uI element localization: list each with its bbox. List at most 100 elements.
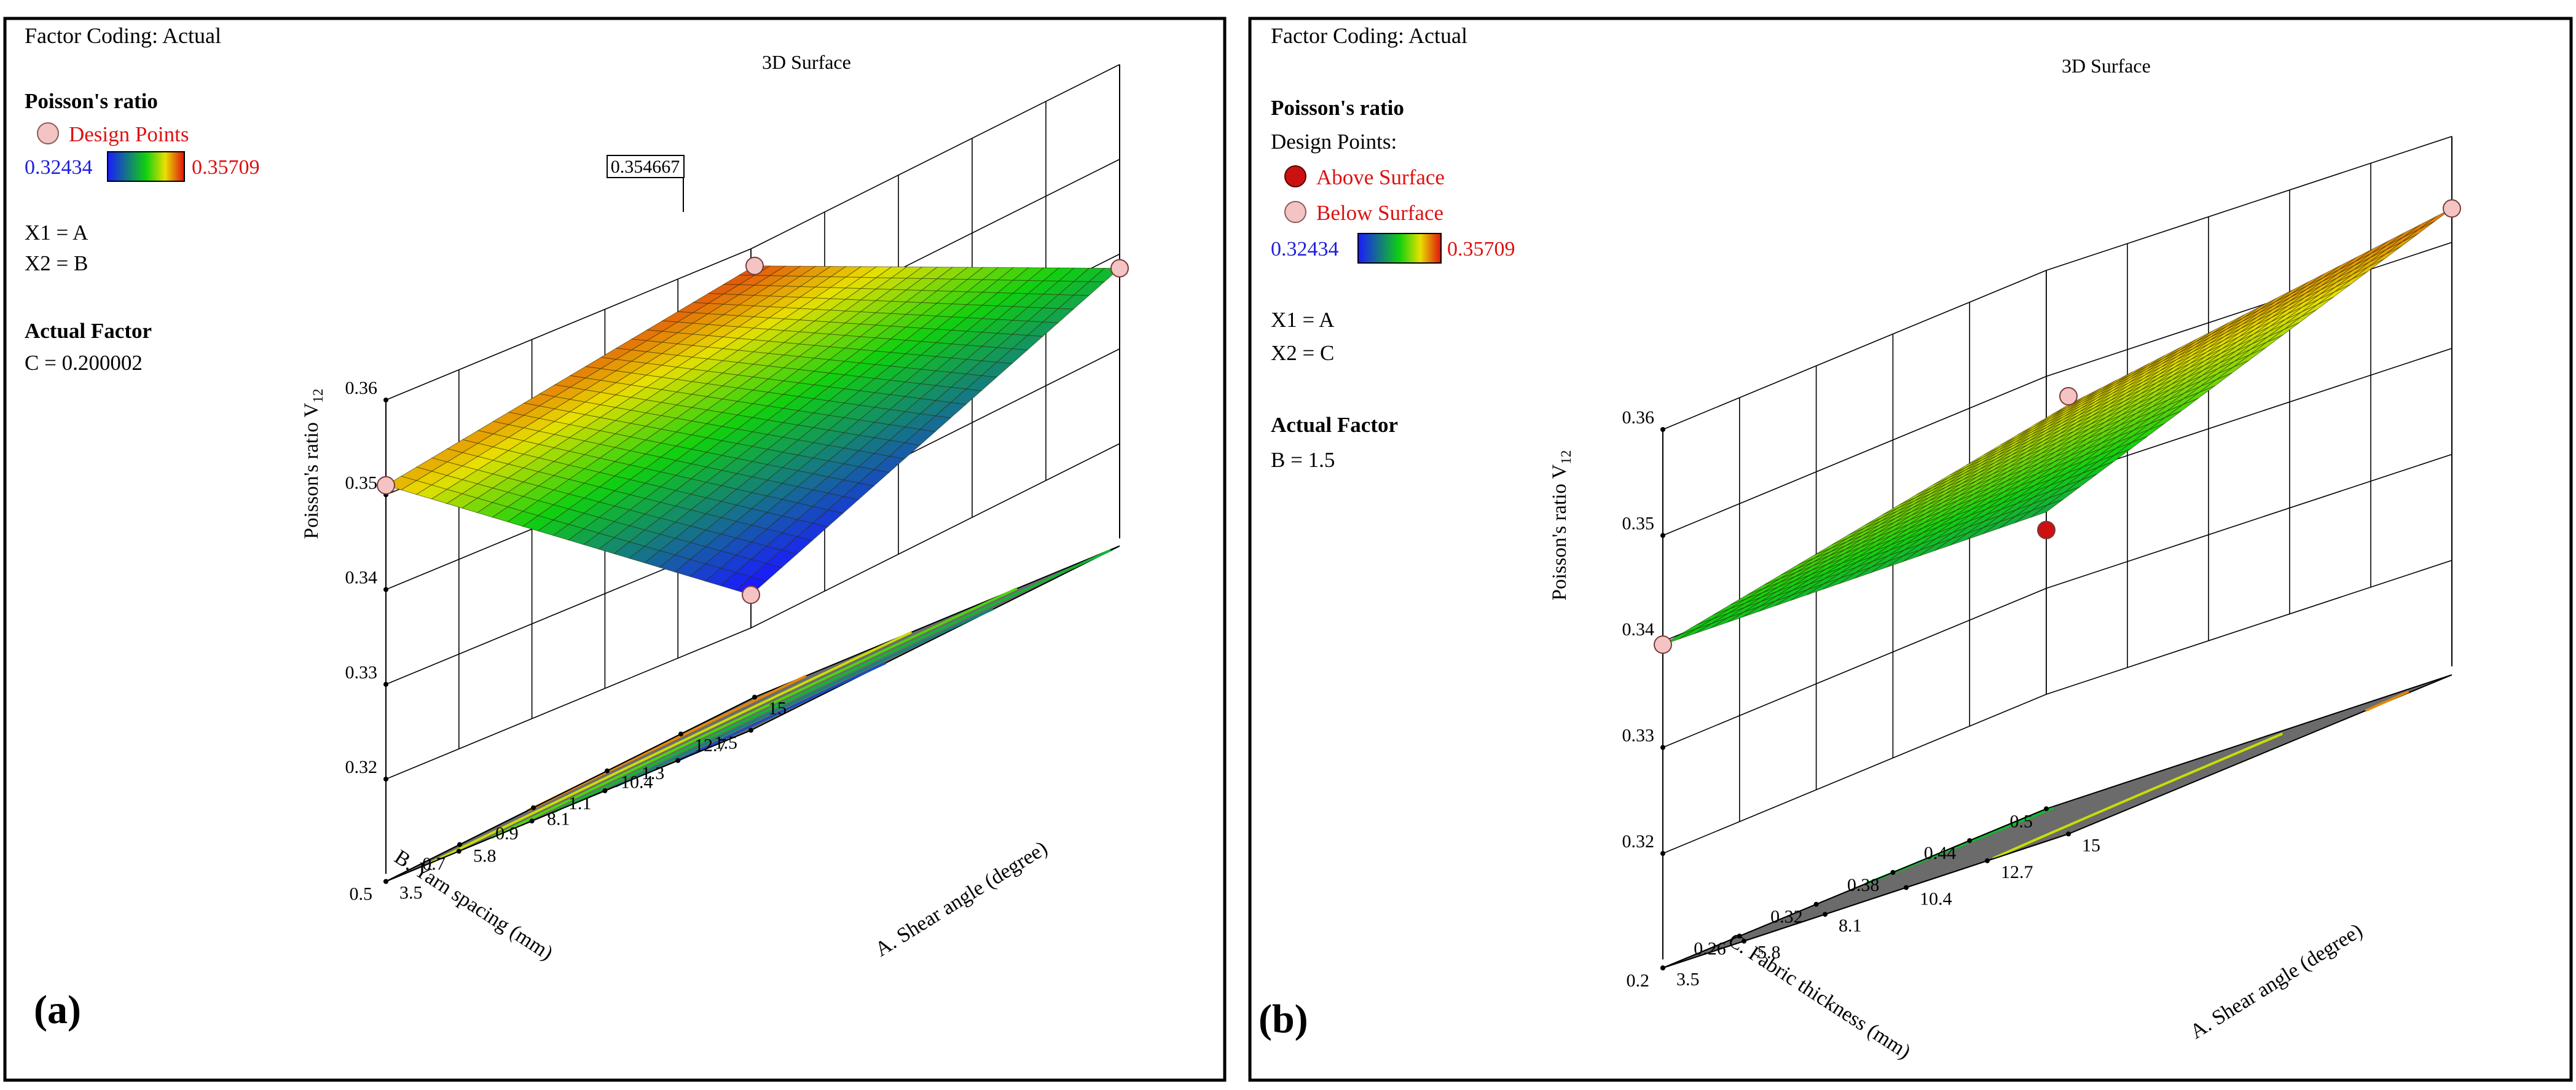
y-tick-dot	[1813, 901, 1819, 907]
z-tick-dot	[1660, 533, 1665, 538]
panel-b-response: Poisson's ratio	[1271, 96, 1404, 120]
design-point	[1654, 635, 1672, 654]
z-tick-label: 0.36	[1622, 407, 1655, 428]
x-tick-label: 12.7	[694, 735, 727, 756]
x-axis-line	[1662, 833, 2069, 969]
contour-line	[428, 630, 913, 865]
panel-a-x-axis-label: A. Shear angle (degree)	[871, 837, 1051, 961]
contour-line	[1992, 732, 2283, 860]
grid-line	[2046, 453, 2452, 589]
grid-line	[385, 248, 752, 401]
panel-a-design-point-marker	[37, 122, 59, 144]
panel-b-axes-marks: 0.32 0.33 0.34 0.35 0.36 3.5 5.8 8.1 10.4 12.7 15 0…	[1622, 199, 2461, 990]
x-tick-dot	[678, 731, 683, 737]
panel-a-scale-min: 0.32434	[25, 156, 93, 179]
panel-a-actual-factor-heading: Actual Factor	[25, 319, 152, 343]
x-tick-label: 5.8	[1757, 943, 1781, 963]
panel-a-factor-coding: Factor Coding: Actual	[25, 23, 221, 48]
x-tick-label: 10.4	[621, 772, 653, 793]
y-tick-label: 0.2	[1627, 970, 1650, 990]
panel-b-x-axis-label: A. Shear angle (degree)	[2186, 919, 2366, 1043]
panel-a-x1: X1 = A	[25, 221, 88, 245]
panel-a-response: Poisson's ratio	[25, 89, 158, 113]
panel-b-actual-factor-heading: Actual Factor	[1271, 413, 1398, 437]
panel-b: Factor Coding: Actual 3D Surface Poisson…	[1248, 17, 2573, 1082]
y-tick-dot	[529, 818, 535, 824]
panel-b-above-surface-marker	[1284, 165, 1306, 187]
panel-b-above-surface-label: Above Surface	[1316, 165, 1445, 189]
y-tick-label: 0.44	[1924, 843, 1957, 863]
x-tick-label: 10.4	[1920, 889, 1952, 909]
x-tick-dot	[1823, 912, 1828, 917]
x-axis-line	[385, 696, 755, 882]
x-tick-dot	[1985, 858, 1990, 863]
z-tick-dot	[1660, 851, 1665, 856]
panel-b-y-axis-label: C. Fabric thickness (mm)	[1724, 929, 1915, 1064]
z-tick-label: 0.32	[1622, 831, 1655, 852]
design-point	[377, 476, 395, 495]
x-tick-label: 3.5	[1676, 969, 1700, 989]
grid-line	[750, 443, 1120, 629]
contour-line	[615, 608, 994, 788]
x-tick-label: 15	[2082, 835, 2100, 855]
y-axis-line	[1662, 808, 2047, 969]
panel-b-color-scale	[1357, 233, 1442, 264]
panel-b-below-surface-label: Below Surface	[1316, 201, 1443, 225]
z-tick-dot	[383, 777, 388, 782]
y-tick-label: 0.38	[1847, 875, 1880, 895]
x-tick-label: 8.1	[547, 809, 570, 829]
panel-a-axes-marks: 0.32 0.33 0.34 0.35 0.36 3.5 5.8 8.1 10.4 12.7 15 0…	[345, 256, 1129, 904]
grid-line	[1662, 587, 2047, 748]
design-point	[2059, 386, 2078, 406]
z-tick-dot	[1660, 427, 1665, 432]
z-tick-dot	[383, 681, 388, 687]
design-point	[742, 586, 760, 605]
x-tick-dot	[1904, 885, 1909, 890]
grid-line	[2046, 241, 2452, 377]
x-tick-dot	[531, 805, 536, 810]
y-tick-label: 0.26	[1694, 939, 1726, 959]
grid-line	[750, 64, 1120, 249]
contour-line	[2365, 690, 2409, 712]
panel-b-z-axis-label: Poisson's ratio V12	[1549, 450, 1574, 601]
y-tick-dot	[456, 849, 461, 854]
grid-line	[2046, 560, 2452, 695]
y-tick-dot	[675, 758, 681, 763]
panel-a-design-points-label: Design Points	[69, 122, 189, 146]
y-tick-dot	[2044, 806, 2049, 812]
y-tick-dot	[1967, 838, 1973, 844]
panel-a-color-scale	[107, 151, 185, 182]
z-tick-label: 0.33	[345, 662, 378, 683]
panel-a-scale-max: 0.35709	[192, 156, 260, 179]
z-tick-dot	[383, 587, 388, 592]
y-axis-line	[385, 729, 752, 882]
panel-b-below-surface-marker	[1284, 201, 1306, 223]
panel-b-x1: X1 = A	[1271, 308, 1335, 332]
x-tick-dot	[457, 842, 462, 847]
x-tick-label: 3.5	[399, 883, 423, 903]
y-tick-dot	[602, 788, 608, 793]
panel-b-surface	[1662, 208, 2452, 645]
y-tick-label: 0.7	[422, 853, 446, 874]
y-tick-label: 0.9	[495, 823, 519, 844]
panel-a-z-axis-label: Poisson's ratio V12	[300, 389, 326, 539]
z-tick-label: 0.35	[1622, 514, 1655, 534]
design-point	[745, 256, 764, 275]
design-point	[2443, 199, 2461, 218]
y-tick-dot	[1660, 965, 1665, 971]
z-tick-label: 0.34	[345, 568, 378, 588]
contour-line	[552, 549, 1112, 814]
panel-b-design-points-heading: Design Points:	[1271, 130, 1397, 154]
design-point	[2037, 520, 2056, 539]
panel-b-surface-title: 3D Surface	[2062, 55, 2151, 77]
y-tick-label: 0.5	[2010, 811, 2033, 831]
y-tick-label: 1.3	[642, 763, 665, 783]
z-tick-label: 0.35	[345, 472, 378, 493]
panel-b-x2: X2 = C	[1271, 341, 1334, 365]
z-tick-label: 0.34	[1622, 619, 1655, 640]
grid-line	[1662, 270, 2047, 430]
x-tick-label: 5.8	[473, 846, 497, 866]
surface-cell	[2403, 216, 2437, 238]
panel-a-surface-title: 3D Surface	[762, 51, 851, 73]
